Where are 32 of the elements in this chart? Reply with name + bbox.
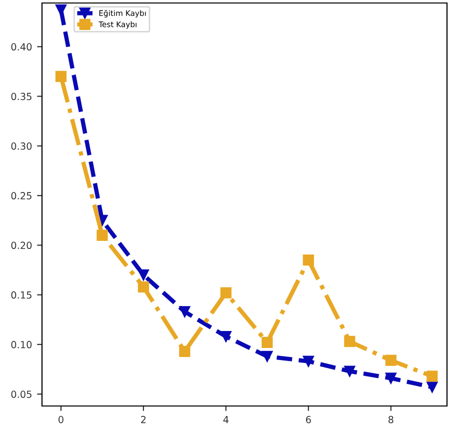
point <box>302 356 314 367</box>
point <box>302 254 314 266</box>
point <box>344 366 356 377</box>
point <box>385 354 396 366</box>
x-tick-label: 0 <box>58 416 64 424</box>
y-tick-label: 0.25 <box>11 192 32 200</box>
point <box>426 382 438 393</box>
y-tick-label: 0.15 <box>11 291 32 299</box>
x-tick-label: 4 <box>223 416 228 424</box>
point <box>262 336 273 348</box>
y-tick-label: 0.20 <box>11 242 32 250</box>
point <box>426 370 438 382</box>
y-tick-label: 0.35 <box>11 92 32 100</box>
point <box>262 350 273 362</box>
point <box>96 230 108 241</box>
point <box>55 70 67 82</box>
point <box>179 346 190 357</box>
point <box>179 306 190 318</box>
point <box>344 336 356 348</box>
y-tick-label: 0.30 <box>11 142 32 150</box>
point <box>138 269 150 281</box>
point <box>138 281 150 292</box>
point <box>220 287 232 298</box>
y-tick-label: 0.05 <box>11 390 32 398</box>
y-tick-label: 0.40 <box>11 43 32 51</box>
y-tick-label: 0.10 <box>11 340 32 348</box>
x-tick-label: 8 <box>388 416 394 424</box>
x-tick-label: 6 <box>306 416 311 424</box>
point <box>55 4 67 16</box>
x-tick-label: 2 <box>141 416 146 424</box>
point <box>220 330 232 342</box>
point <box>385 372 396 384</box>
